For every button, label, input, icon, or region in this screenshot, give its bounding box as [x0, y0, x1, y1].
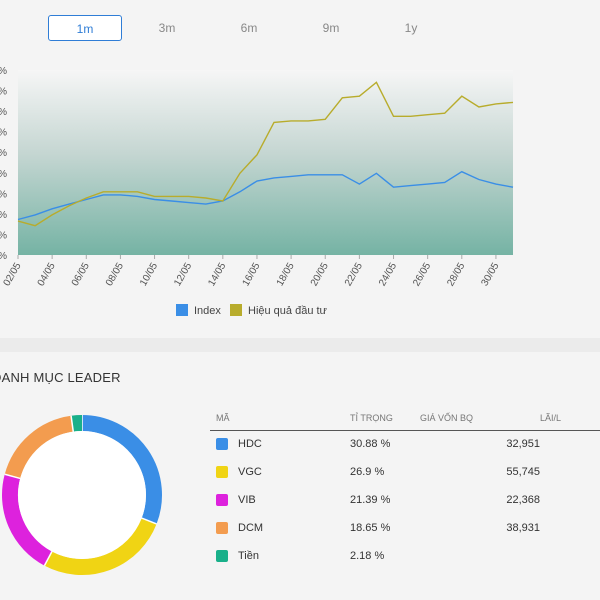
x-tick-label: 16/05 — [241, 261, 263, 289]
stock-code: Tiền — [238, 549, 259, 562]
color-swatch — [216, 550, 228, 563]
tab-1y[interactable]: 1y — [404, 21, 418, 35]
header-cost: GIÁ VỐN BQ — [420, 406, 540, 431]
cell-cost — [420, 542, 540, 570]
cell-code: VIB — [210, 486, 350, 514]
series-line-index — [17, 170, 514, 221]
header-weight: TỈ TRỌNG — [350, 406, 420, 431]
cell-pl: 0.6% — [540, 458, 600, 486]
x-tick-label: 26/05 — [411, 261, 433, 289]
series-line-performance — [17, 81, 514, 227]
table-row[interactable]: HDC 30.88 % 32,951 -2.3% — [210, 430, 600, 458]
legend-swatch — [176, 304, 188, 316]
x-tick-label: 10/05 — [138, 261, 160, 289]
cell-cost: 32,951 — [506, 438, 540, 451]
donut-separator — [70, 415, 75, 432]
y-tick-label: % — [0, 189, 7, 200]
cell-cost: 55,745 — [506, 466, 540, 478]
donut-slice-hdc — [81, 415, 162, 524]
plot-area — [18, 70, 513, 255]
color-swatch — [216, 438, 228, 451]
y-tick-label: % — [0, 230, 7, 241]
color-swatch — [216, 522, 228, 535]
cell-code: Tiền — [210, 542, 350, 570]
cell-pl: -0.1% — [540, 514, 600, 542]
y-tick-label: % — [0, 210, 7, 221]
y-tick-label: % — [0, 87, 7, 98]
color-swatch — [216, 494, 228, 507]
x-tick-label: 20/05 — [309, 261, 331, 289]
table-row[interactable]: Tiền 2.18 % — [210, 542, 600, 570]
chart-legend: Index Hiệu quả đầu tư — [176, 304, 328, 317]
cell-weight: 30.88 % — [350, 438, 391, 451]
performance-panel: 1m 3m 6m 9m 1y %%%%%%%%%%02/0504/0506/05… — [0, 15, 600, 317]
cell-weight: 26.9 % — [350, 466, 385, 478]
table-row[interactable]: DCM 18.65 % 38,931 -0.1% — [210, 514, 600, 542]
stock-code: DCM — [238, 521, 264, 534]
x-tick-label: 04/05 — [36, 261, 58, 289]
tab-9m[interactable]: 9m — [322, 21, 340, 35]
x-tick-label: 06/05 — [70, 261, 92, 289]
cell-weight: 2.18 % — [350, 550, 385, 562]
x-tick-label: 02/05 — [2, 261, 24, 289]
cell-code: VGC — [210, 458, 350, 486]
x-tick-label: 28/05 — [445, 261, 467, 289]
x-tick-label: 24/05 — [377, 261, 399, 289]
tab-6m[interactable]: 6m — [240, 21, 258, 35]
y-tick-label: % — [0, 251, 7, 262]
legend-swatch — [230, 304, 242, 316]
legend-label: Index — [194, 305, 221, 317]
y-tick-label: % — [0, 169, 7, 180]
cell-weight: 18.65 % — [350, 522, 391, 534]
donut-separator — [141, 517, 157, 525]
performance-chart: %%%%%%%%%%02/0504/0506/0508/0510/0512/05… — [0, 66, 514, 317]
x-tick-label: 30/05 — [479, 261, 501, 289]
table-header: MÃ TỈ TRỌNG GIÁ VỐN BQ LÃI/L — [210, 406, 600, 431]
table-row[interactable]: VIB 21.39 % 22,368 -0.3% — [210, 486, 600, 514]
cell-weight: 21.39 % — [350, 494, 391, 506]
cell-code: HDC — [210, 430, 350, 458]
donut-slice-vgc — [44, 517, 157, 575]
x-tick-label: 12/05 — [172, 261, 194, 289]
y-tick-label: % — [0, 148, 7, 159]
header-code: MÃ — [210, 406, 350, 431]
section-title: DANH MỤC LEADER — [0, 370, 121, 385]
stock-code: HDC — [238, 438, 262, 451]
donut-separator — [43, 551, 53, 566]
legend-label: Hiệu quả đầu tư — [248, 305, 328, 317]
donut-slice-vib — [2, 474, 53, 566]
donut-slice-tiền — [71, 414, 83, 432]
x-tick-label: 22/05 — [343, 261, 365, 289]
color-swatch — [216, 466, 228, 479]
x-tick-label: 18/05 — [275, 261, 297, 289]
donut-slice-dcm — [4, 415, 74, 479]
table-row[interactable]: VGC 26.9 % 55,745 0.6% — [210, 458, 600, 486]
donut-separator — [4, 473, 21, 480]
cell-pl — [540, 542, 600, 570]
cell-pl: -0.3% — [540, 486, 600, 514]
holdings-table: MÃ TỈ TRỌNG GIÁ VỐN BQ LÃI/L HDC 30.88 %… — [210, 406, 600, 570]
stock-code: VIB — [238, 493, 256, 506]
y-tick-label: % — [0, 66, 7, 77]
y-tick-label: % — [0, 128, 7, 139]
tab-1m[interactable]: 1m — [48, 15, 122, 41]
cell-cost: 38,931 — [506, 522, 540, 534]
cell-code: DCM — [210, 514, 350, 542]
tab-3m[interactable]: 3m — [158, 21, 176, 35]
allocation-donut — [2, 414, 162, 575]
header-pl: LÃI/L — [540, 406, 600, 431]
x-tick-label: 14/05 — [206, 261, 228, 289]
x-tick-label: 08/05 — [104, 261, 126, 289]
donut-hole — [18, 431, 146, 559]
cell-pl: -2.3% — [540, 430, 600, 458]
y-tick-label: % — [0, 107, 7, 118]
stock-code: VGC — [238, 465, 262, 478]
cell-cost: 22,368 — [506, 494, 540, 506]
period-tabs: 1m 3m 6m 9m 1y — [0, 15, 600, 41]
